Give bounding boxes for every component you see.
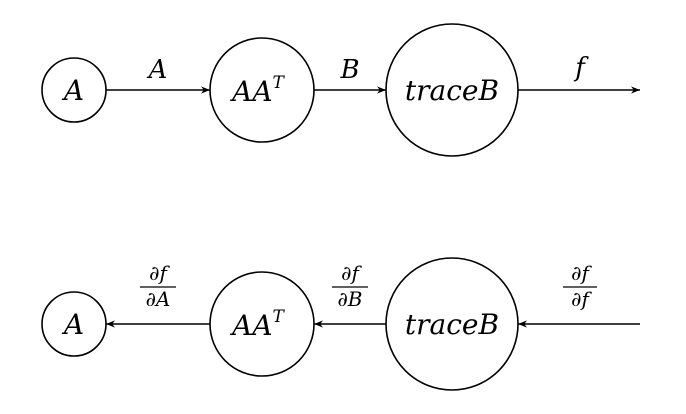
- backward-edge-input-to-traceb-fraction: ∂f ∂f: [563, 261, 597, 311]
- backward-edge-traceb-to-aat: ∂f ∂B: [314, 261, 386, 328]
- forward-node-aat: AAT: [209, 37, 315, 143]
- backward-edge-traceb-to-aat-fraction: ∂f ∂B: [332, 261, 368, 311]
- backward-node-aat-sup: T: [273, 307, 286, 327]
- fraction-denominator: ∂A: [146, 287, 171, 311]
- forward-edge-a-to-aat: A: [106, 55, 210, 94]
- forward-edge-a-to-aat-label: A: [147, 55, 168, 85]
- fraction-denominator: ∂B: [337, 287, 362, 311]
- fraction-denominator: ∂f: [571, 287, 592, 311]
- forward-node-a: A: [41, 57, 107, 123]
- backward-node-a-label: A: [61, 308, 84, 341]
- backward-graph: A AAT traceB ∂f ∂f ∂f ∂B: [41, 257, 640, 391]
- backward-edge-aat-to-a-fraction: ∂f ∂A: [140, 261, 176, 311]
- fraction-numerator: ∂f: [571, 261, 592, 285]
- forward-node-traceb: traceB: [385, 23, 519, 157]
- forward-edge-traceb-to-output-label: f: [573, 53, 589, 83]
- backward-node-aat-base: AA: [229, 309, 272, 342]
- fraction-numerator: ∂f: [149, 261, 170, 285]
- fraction-numerator: ∂f: [341, 261, 362, 285]
- backward-node-traceb: traceB: [385, 257, 519, 391]
- forward-graph: A AAT traceB A B f: [41, 23, 640, 157]
- backward-edge-aat-to-a: ∂f ∂A: [106, 261, 210, 328]
- forward-node-aat-label: AAT: [229, 73, 285, 108]
- backward-edge-input-to-traceb: ∂f ∂f: [518, 261, 640, 328]
- forward-edge-aat-to-traceb-label: B: [339, 55, 359, 85]
- forward-node-aat-sup: T: [273, 73, 286, 93]
- forward-node-a-label: A: [61, 74, 84, 107]
- forward-edge-traceb-to-output: f: [518, 53, 640, 94]
- forward-node-traceb-label: traceB: [405, 74, 499, 107]
- forward-node-aat-base: AA: [229, 75, 272, 108]
- backward-node-aat-label: AAT: [229, 307, 285, 342]
- forward-edge-aat-to-traceb: B: [314, 55, 386, 94]
- backward-node-aat: AAT: [209, 271, 315, 377]
- backward-node-traceb-label: traceB: [405, 308, 499, 341]
- backward-node-a: A: [41, 291, 107, 357]
